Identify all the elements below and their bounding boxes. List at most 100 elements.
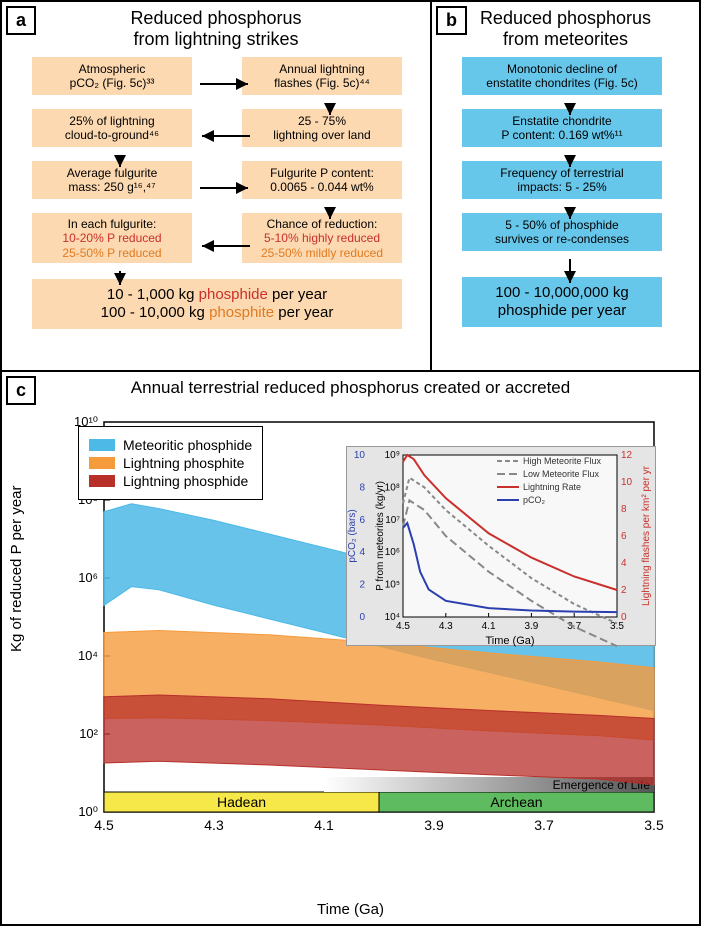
t: Atmospheric <box>79 62 146 76</box>
t: 25% of lightning <box>69 114 154 128</box>
legend: Meteoritic phosphide Lightning phosphite… <box>78 426 263 500</box>
t: Average fulgurite <box>67 166 158 180</box>
svg-text:3.5: 3.5 <box>644 817 664 833</box>
result-line1: 10 - 1,000 kg phosphide per year <box>107 286 327 304</box>
x-axis-label: Time (Ga) <box>317 901 384 918</box>
svg-text:2: 2 <box>621 585 627 596</box>
panel-b-label: b <box>436 6 467 35</box>
svg-text:0: 0 <box>621 612 627 623</box>
panel-b-title: Reduced phosphorus from meteorites <box>432 8 699 49</box>
t: Frequency of terrestrial <box>500 166 623 180</box>
svg-text:6: 6 <box>359 515 365 526</box>
inset-chart: 4.54.34.13.93.73.5Time (Ga)10⁴10⁵10⁶10⁷1… <box>346 446 656 646</box>
legend-text: Meteoritic phosphide <box>123 437 252 453</box>
t: Annual lightning <box>279 62 364 76</box>
svg-text:3.9: 3.9 <box>424 817 444 833</box>
t: 100 - 10,000 kg <box>101 304 209 321</box>
flow-b: Monotonic decline of enstatite chondrite… <box>432 49 699 359</box>
inset-svg: 4.54.34.13.93.73.5Time (Ga)10⁴10⁵10⁶10⁷1… <box>347 447 657 647</box>
swatch <box>89 475 115 487</box>
result-line2: 100 - 10,000 kg phosphite per year <box>101 304 334 322</box>
box-survive: 5 - 50% of phosphide survives or re-cond… <box>462 213 662 251</box>
panel-b-title-line1: Reduced phosphorus <box>480 8 651 28</box>
t: 0.0065 - 0.044 wt% <box>270 180 373 194</box>
svg-text:3.9: 3.9 <box>524 621 538 632</box>
svg-text:8: 8 <box>621 504 627 515</box>
svg-text:Lightning flashes per km² per: Lightning flashes per km² per yr <box>641 465 652 606</box>
t: 25-50% P reduced <box>62 246 161 260</box>
svg-text:10⁸: 10⁸ <box>385 482 400 493</box>
t: survives or re-condenses <box>495 232 629 246</box>
svg-text:4.3: 4.3 <box>204 817 224 833</box>
legend-item: Meteoritic phosphide <box>89 437 252 453</box>
t: per year <box>268 286 327 303</box>
t: mass: 250 g¹⁶,⁴⁷ <box>68 180 155 194</box>
t: cloud-to-ground⁴⁶ <box>65 128 159 142</box>
t: 10-20% P reduced <box>62 231 161 245</box>
t: lightning over land <box>273 128 370 142</box>
svg-text:2: 2 <box>359 580 365 591</box>
panel-c-title: Annual terrestrial reduced phosphorus cr… <box>2 378 699 398</box>
swatch <box>89 457 115 469</box>
t: phosphide per year <box>498 302 626 320</box>
t: phosphite <box>209 304 274 321</box>
legend-item: Lightning phosphite <box>89 455 252 471</box>
t: phosphide <box>199 286 268 303</box>
legend-text: Lightning phosphide <box>123 473 248 489</box>
svg-text:Hadean: Hadean <box>217 794 266 810</box>
t: 25 - 75% <box>298 114 346 128</box>
svg-text:10⁴: 10⁴ <box>385 612 400 623</box>
box-freq: Frequency of terrestrial impacts: 5 - 25… <box>462 161 662 199</box>
t: Fulgurite P content: <box>270 166 374 180</box>
panel-a-title-line2: from lightning strikes <box>133 29 298 49</box>
svg-text:10⁶: 10⁶ <box>385 547 400 558</box>
swatch <box>89 439 115 451</box>
panel-a-title-line1: Reduced phosphorus <box>130 8 301 28</box>
box-chance: Chance of reduction: 5-10% highly reduce… <box>242 213 402 263</box>
svg-text:4: 4 <box>621 558 627 569</box>
t: flashes (Fig. 5c)⁴⁴ <box>274 76 370 90</box>
svg-text:6: 6 <box>621 531 627 542</box>
svg-text:10: 10 <box>621 477 633 488</box>
t: Chance of reduction: <box>267 217 378 231</box>
t: Monotonic decline of <box>507 62 617 76</box>
panel-b: b Reduced phosphorus from meteorites Mon… <box>432 2 699 372</box>
box-decline: Monotonic decline of enstatite chondrite… <box>462 57 662 95</box>
svg-text:0: 0 <box>359 612 365 623</box>
main-chart: 10⁰10²10⁴10⁶10⁸10¹⁰4.54.34.13.93.73.5Had… <box>64 412 664 872</box>
svg-text:P from meteorites (kg/yr): P from meteorites (kg/yr) <box>375 481 386 591</box>
svg-text:Lightning Rate: Lightning Rate <box>523 482 581 492</box>
svg-text:10⁶: 10⁶ <box>78 570 98 585</box>
box-content: Enstatite chondrite P content: 0.169 wt%… <box>462 109 662 147</box>
panel-c: c Annual terrestrial reduced phosphorus … <box>2 372 699 924</box>
y-axis-label: Kg of reduced P per year <box>8 486 25 653</box>
svg-text:4.1: 4.1 <box>482 621 496 632</box>
svg-text:10: 10 <box>354 450 366 461</box>
box-pcontent: Fulgurite P content: 0.0065 - 0.044 wt% <box>242 161 402 199</box>
t: Enstatite chondrite <box>512 114 611 128</box>
svg-text:Archean: Archean <box>490 794 542 810</box>
svg-text:4: 4 <box>359 547 365 558</box>
t: 100 - 10,000,000 kg <box>495 284 628 302</box>
flow-a: Atmospheric pCO₂ (Fig. 5c)³³ Annual ligh… <box>2 49 430 359</box>
t: In each fulgurite: <box>68 217 157 231</box>
legend-item: Lightning phosphide <box>89 473 252 489</box>
box-result-a: 10 - 1,000 kg phosphide per year 100 - 1… <box>32 279 402 329</box>
box-each: In each fulgurite: 10-20% P reduced 25-5… <box>32 213 192 263</box>
panel-a-label: a <box>6 6 36 35</box>
figure-root: a Reduced phosphorus from lightning stri… <box>0 0 701 926</box>
t: 25-50% mildly reduced <box>261 246 383 260</box>
box-mass: Average fulgurite mass: 250 g¹⁶,⁴⁷ <box>32 161 192 199</box>
box-pco2: Atmospheric pCO₂ (Fig. 5c)³³ <box>32 57 192 95</box>
svg-text:10⁹: 10⁹ <box>385 450 400 461</box>
t: 5 - 50% of phosphide <box>505 218 618 232</box>
svg-text:3.7: 3.7 <box>534 817 554 833</box>
box-cloud: 25% of lightning cloud-to-ground⁴⁶ <box>32 109 192 147</box>
t: 5-10% highly reduced <box>264 231 380 245</box>
legend-text: Lightning phosphite <box>123 455 244 471</box>
box-flashes: Annual lightning flashes (Fig. 5c)⁴⁴ <box>242 57 402 95</box>
svg-text:10⁴: 10⁴ <box>78 648 98 663</box>
svg-text:10²: 10² <box>79 726 98 741</box>
t: 10 - 1,000 kg <box>107 286 199 303</box>
t: enstatite chondrites (Fig. 5c) <box>486 76 637 90</box>
